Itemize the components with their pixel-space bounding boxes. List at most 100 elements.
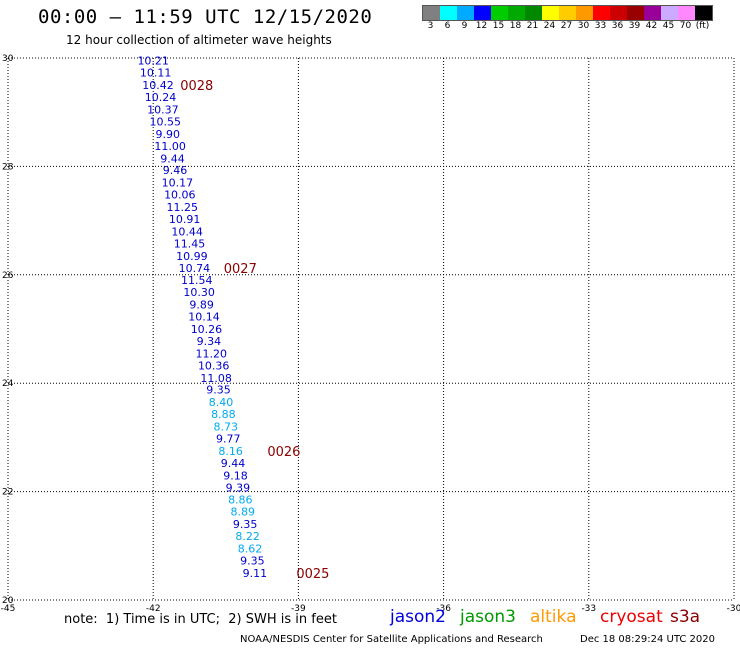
colorbar-swatch <box>423 6 440 20</box>
colorbar-label: 3 <box>427 21 434 31</box>
swh-data-label: 8.73 <box>214 421 239 434</box>
colorbar-swatch <box>627 6 644 20</box>
y-tick-label: 20 <box>2 596 14 606</box>
swh-data-label: 8.86 <box>228 494 253 507</box>
x-tick-label: -30 <box>727 604 740 614</box>
swh-data-label: 10.11 <box>140 67 172 80</box>
swh-data-label: 9.39 <box>226 481 251 494</box>
satellite-legend-item: jason2 <box>390 607 446 627</box>
page-subtitle: 12 hour collection of altimeter wave hei… <box>66 33 332 47</box>
colorbar-label: 27 <box>560 21 573 31</box>
time-marker-label: 0028 <box>180 79 213 94</box>
footer-note: note: 1) Time is in UTC; 2) SWH is in fe… <box>64 612 337 627</box>
swh-data-label: 8.22 <box>235 530 260 543</box>
colorbar-swatch <box>593 6 610 20</box>
colorbar-label: 36 <box>611 21 624 31</box>
swh-data-label: 11.00 <box>154 140 186 153</box>
swh-data-label: 9.35 <box>233 518 258 531</box>
colorbar-label: 18 <box>509 21 522 31</box>
satellite-legend-item: s3a <box>670 607 701 627</box>
swh-data-label: 10.55 <box>150 115 182 128</box>
y-tick-label: 22 <box>2 488 13 498</box>
time-marker-label: 0026 <box>267 445 300 460</box>
page-title: 00:00 – 11:59 UTC 12/15/2020 <box>38 6 373 28</box>
wave-height-colorbar <box>422 5 713 21</box>
swh-data-label: 9.89 <box>189 299 214 312</box>
colorbar-label: (ft) <box>695 21 710 31</box>
swh-data-label: 11.20 <box>196 347 228 360</box>
swh-data-label: 8.40 <box>209 396 234 409</box>
swh-data-label: 9.35 <box>240 554 265 567</box>
swh-data-label: 9.46 <box>163 164 188 177</box>
x-tick-label: -36 <box>436 604 451 614</box>
colorbar-swatch <box>457 6 474 20</box>
colorbar-label: 24 <box>543 21 556 31</box>
x-tick-label: -33 <box>581 604 596 614</box>
colorbar-swatch <box>491 6 508 20</box>
colorbar-swatch <box>474 6 491 20</box>
colorbar-swatch <box>644 6 661 20</box>
time-marker-label: 0025 <box>296 567 329 582</box>
swh-data-label: 9.77 <box>216 432 241 445</box>
y-tick-label: 26 <box>2 271 14 281</box>
swh-data-label: 8.88 <box>211 408 236 421</box>
swh-data-label: 10.74 <box>179 262 211 275</box>
swh-data-label: 10.42 <box>142 79 174 92</box>
satellite-legend-item: jason3 <box>460 607 516 627</box>
swh-data-label: 9.18 <box>223 469 248 482</box>
swh-data-label: 9.34 <box>197 335 222 348</box>
swh-data-label: 11.25 <box>166 201 198 214</box>
colorbar-label: 30 <box>577 21 590 31</box>
time-marker-label: 0027 <box>224 262 257 277</box>
colorbar-swatch <box>440 6 457 20</box>
swh-data-label: 10.21 <box>137 55 169 68</box>
colorbar-label: 9 <box>461 21 468 31</box>
swh-data-label: 11.54 <box>181 274 213 287</box>
swh-data-label: 10.99 <box>176 250 208 263</box>
colorbar-swatch <box>559 6 576 20</box>
swh-data-label: 10.44 <box>171 225 203 238</box>
swh-data-label: 10.30 <box>183 286 215 299</box>
swh-data-label: 8.89 <box>230 506 255 519</box>
x-tick-label: -39 <box>291 604 306 614</box>
swh-data-label: 10.37 <box>147 103 179 116</box>
swh-data-label: 9.35 <box>206 384 231 397</box>
swh-data-label: 10.91 <box>169 213 201 226</box>
colorbar-label: 6 <box>444 21 451 31</box>
swh-data-label: 10.36 <box>198 359 230 372</box>
satellite-legend-item: cryosat <box>600 607 663 627</box>
swh-data-label: 8.16 <box>218 445 243 458</box>
swh-data-label: 10.06 <box>164 189 196 202</box>
satellite-legend-item: altika <box>530 607 577 627</box>
colorbar-label: 12 <box>475 21 488 31</box>
colorbar-swatch <box>508 6 525 20</box>
swh-data-label: 11.08 <box>200 372 232 385</box>
colorbar-swatch <box>661 6 678 20</box>
colorbar-swatch <box>678 6 695 20</box>
swh-data-label: 9.44 <box>160 152 185 165</box>
swh-data-label: 9.44 <box>221 457 246 470</box>
colorbar-label: 39 <box>628 21 641 31</box>
swh-data-label: 8.62 <box>238 543 263 556</box>
colorbar-label: 70 <box>679 21 692 31</box>
colorbar-swatch <box>542 6 559 20</box>
colorbar-label: 33 <box>594 21 607 31</box>
y-tick-label: 28 <box>2 162 14 172</box>
colorbar-swatch <box>610 6 627 20</box>
x-tick-label: -45 <box>1 604 16 614</box>
x-tick-label: -42 <box>146 604 161 614</box>
swh-data-label: 11.45 <box>174 237 206 250</box>
colorbar-swatch <box>525 6 542 20</box>
swh-data-label: 9.11 <box>243 567 268 580</box>
colorbar-swatch <box>695 6 712 20</box>
colorbar-label: 15 <box>492 21 505 31</box>
footer-timestamp: Dec 18 08:29:24 UTC 2020 <box>580 634 715 645</box>
swh-data-label: 10.24 <box>145 91 177 104</box>
colorbar-label: 42 <box>645 21 658 31</box>
colorbar-label: 45 <box>662 21 675 31</box>
colorbar-label: 21 <box>526 21 539 31</box>
swh-data-label: 10.26 <box>191 323 223 336</box>
y-tick-label: 24 <box>2 379 14 389</box>
